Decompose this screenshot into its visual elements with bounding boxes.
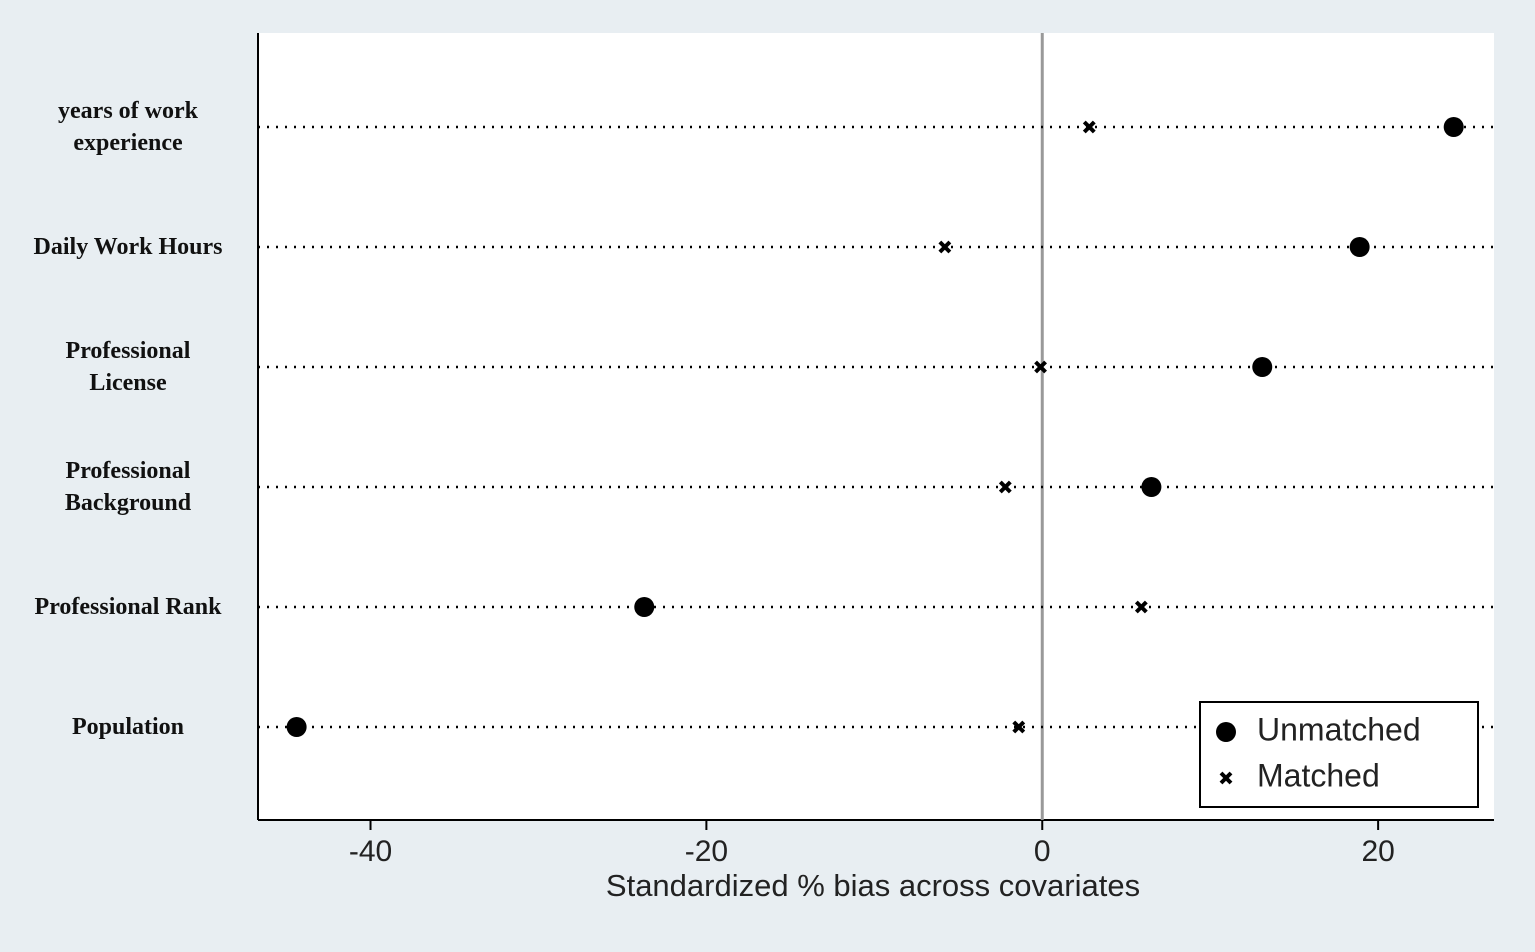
x-tick-label: -20 xyxy=(685,835,728,868)
legend-marker xyxy=(1216,722,1236,742)
legend-label: Matched xyxy=(1257,757,1380,793)
legend-label: Unmatched xyxy=(1257,711,1421,747)
x-marker xyxy=(1034,360,1047,374)
dot-marker xyxy=(1443,117,1464,137)
category-label: years of work experience xyxy=(58,98,198,156)
plot-area xyxy=(258,33,1494,820)
x-tick-label: 20 xyxy=(1361,835,1394,868)
dot-marker xyxy=(1141,477,1162,497)
dot-marker xyxy=(1349,237,1370,257)
category-label: Population xyxy=(71,714,185,740)
category-label: Professional Background xyxy=(64,458,192,516)
x-marker xyxy=(938,240,952,254)
x-axis-label: Standardized % bias across covariates xyxy=(606,868,1140,903)
legend-marker xyxy=(1219,771,1233,785)
legend-box xyxy=(1199,701,1479,808)
x-tick-label: 0 xyxy=(1034,835,1051,868)
x-marker xyxy=(998,480,1012,494)
category-label: Professional Rank xyxy=(34,594,222,620)
dot-marker xyxy=(1252,357,1273,377)
x-marker xyxy=(1134,600,1148,614)
x-tick-label: -40 xyxy=(349,835,392,868)
category-label: Daily Work Hours xyxy=(33,234,223,260)
dot-marker xyxy=(286,717,307,737)
dot-marker xyxy=(634,597,655,617)
x-marker xyxy=(1082,120,1096,134)
category-label: Professional License xyxy=(65,338,191,396)
x-marker xyxy=(1012,720,1026,734)
